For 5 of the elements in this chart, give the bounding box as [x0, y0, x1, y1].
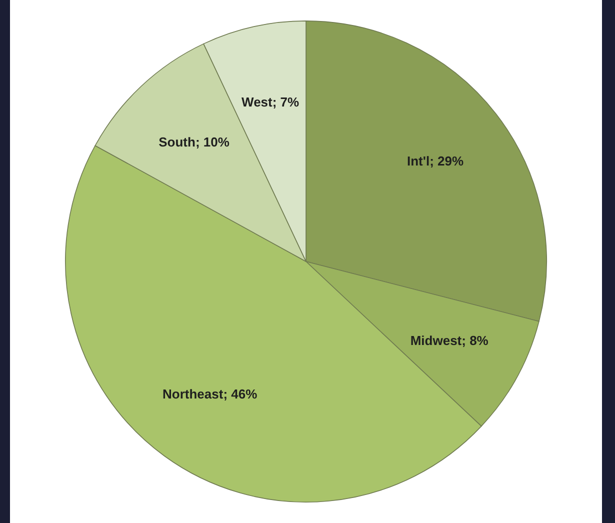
slice-label: South; 10% — [158, 134, 230, 150]
slice-label: West; 7% — [242, 94, 300, 110]
slice-label: Northeast; 46% — [162, 386, 258, 402]
slice-label: Midwest; 8% — [410, 332, 489, 348]
slice-label: Int'l; 29% — [406, 154, 464, 169]
